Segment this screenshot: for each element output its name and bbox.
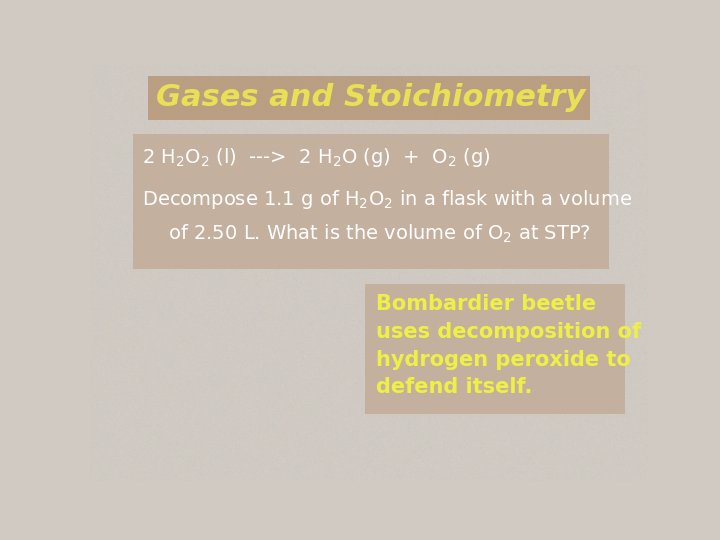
FancyBboxPatch shape [148,76,590,120]
Text: defend itself.: defend itself. [376,377,532,397]
FancyBboxPatch shape [365,284,625,414]
FancyBboxPatch shape [132,134,609,269]
Text: Gases and Stoichiometry: Gases and Stoichiometry [156,83,585,112]
Text: Decompose 1.1 g of H$_2$O$_2$ in a flask with a volume: Decompose 1.1 g of H$_2$O$_2$ in a flask… [142,188,632,211]
Text: 2 H$_2$O$_2$ (l)  --->  2 H$_2$O (g)  +  O$_2$ (g): 2 H$_2$O$_2$ (l) ---> 2 H$_2$O (g) + O$_… [142,146,490,168]
Text: Bombardier beetle: Bombardier beetle [376,294,596,314]
Text: of 2.50 L. What is the volume of O$_2$ at STP?: of 2.50 L. What is the volume of O$_2$ a… [156,223,591,245]
Text: uses decomposition of: uses decomposition of [376,322,641,342]
Text: hydrogen peroxide to: hydrogen peroxide to [376,350,631,370]
